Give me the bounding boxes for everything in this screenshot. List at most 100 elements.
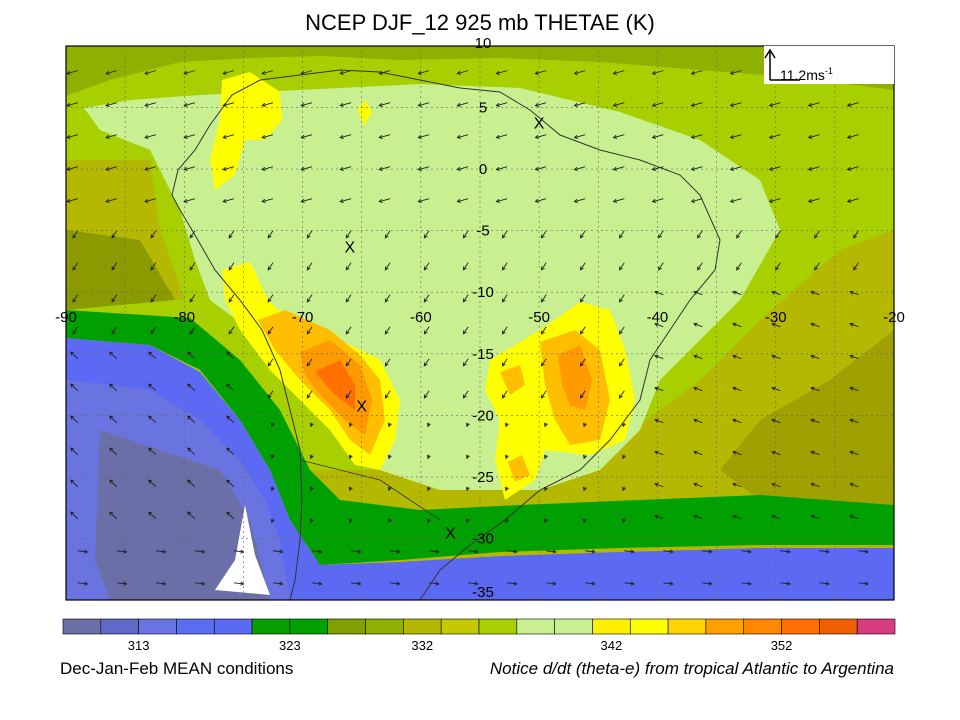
wind-vector-head — [501, 266, 506, 271]
latitude-label: -15 — [472, 346, 494, 363]
wind-vector-head — [495, 134, 500, 139]
wind-vector-head — [579, 234, 584, 239]
latitude-label: 0 — [479, 161, 487, 178]
wind-vector — [155, 550, 166, 553]
wind-vector — [148, 351, 157, 360]
wind-vector — [144, 102, 157, 107]
wind-vector — [384, 390, 391, 399]
wind-vector — [693, 387, 703, 392]
wind-vector-head — [669, 549, 674, 554]
wind-vector — [111, 326, 118, 335]
wind-vector — [262, 134, 274, 139]
wind-vector-head — [825, 549, 831, 554]
wind-vector-head — [622, 422, 626, 428]
wind-vector — [693, 483, 703, 488]
wind-vector — [535, 70, 547, 75]
wind-vector — [228, 326, 235, 335]
wind-vector — [507, 582, 517, 585]
wind-vector — [345, 390, 352, 399]
wind-vector-head — [187, 479, 192, 484]
wind-vector-head — [339, 198, 344, 203]
wind-vector — [272, 550, 283, 553]
wind-vector-head — [423, 362, 428, 367]
wind-vector — [771, 355, 781, 360]
wind-vector-head — [72, 330, 77, 335]
wind-vector — [72, 230, 79, 239]
wind-vector — [541, 358, 547, 367]
wind-vector — [847, 166, 859, 171]
wind-vector-head — [300, 166, 305, 171]
wind-vector — [457, 134, 469, 139]
wind-vector — [272, 582, 283, 585]
wind-vector — [462, 358, 469, 367]
wind-vector-head — [384, 266, 389, 271]
wind-vector — [187, 383, 196, 392]
wind-vector — [189, 230, 196, 239]
wind-vector — [70, 351, 79, 360]
colorbar-tick-label: 313 — [128, 638, 150, 653]
wind-vector — [66, 134, 78, 139]
wind-vector-head — [540, 266, 545, 271]
wind-vector-head — [183, 102, 188, 107]
wind-vector-head — [144, 134, 149, 139]
wind-vector-head — [69, 415, 75, 420]
wind-vector — [468, 582, 478, 585]
wind-vector-head — [66, 198, 71, 203]
longitude-label: -40 — [647, 309, 669, 326]
wind-vector-head — [69, 447, 75, 452]
wind-vector-head — [732, 322, 737, 327]
wind-vector — [429, 582, 439, 585]
wind-vector — [379, 102, 391, 107]
wind-vector — [150, 230, 157, 239]
wind-vector-head — [435, 549, 440, 554]
wind-vector — [732, 291, 742, 296]
wind-vector-head — [814, 234, 818, 239]
wind-vector-head — [426, 518, 431, 524]
wind-vector-head — [810, 290, 815, 295]
wind-vector-head — [261, 134, 266, 139]
wind-vector — [780, 550, 791, 553]
wind-vector — [267, 230, 274, 239]
latitude-label: -30 — [472, 530, 494, 547]
wind-vector — [691, 70, 703, 75]
wind-vector — [853, 230, 859, 239]
wind-vector — [379, 166, 391, 171]
wind-vector — [858, 582, 869, 585]
wind-vector — [457, 102, 469, 107]
wind-vector — [849, 515, 859, 520]
wind-vector-head — [732, 450, 737, 455]
wind-vector — [462, 262, 469, 271]
wind-vector — [507, 550, 517, 553]
wind-vector-head — [583, 422, 587, 428]
wind-vector-head — [105, 134, 110, 139]
wind-vector-head — [495, 198, 500, 203]
wind-vector — [111, 262, 118, 271]
wind-vector — [384, 230, 391, 239]
wind-vector-head — [378, 134, 383, 139]
wind-vector — [741, 582, 752, 585]
wind-vector-head — [417, 134, 422, 139]
wind-vector-head — [108, 351, 114, 356]
wind-vector — [184, 198, 196, 203]
wind-vector-head — [465, 422, 470, 428]
colorbar-swatch — [440, 618, 480, 635]
wind-vector-head — [465, 454, 470, 460]
wind-vector-head — [591, 549, 596, 554]
wind-vector — [340, 134, 352, 139]
wind-vector — [306, 230, 313, 239]
shading-green-band — [66, 310, 894, 565]
wind-vector — [652, 134, 664, 139]
wind-vector-head — [658, 234, 662, 239]
wind-vector-head — [187, 415, 192, 420]
wind-vector — [72, 326, 79, 335]
wind-vector — [847, 134, 859, 139]
coastline-west — [179, 209, 303, 600]
wind-vector-head — [810, 514, 815, 519]
wind-vector — [379, 70, 391, 75]
wind-vector-head — [189, 298, 194, 303]
longitude-label: -20 — [883, 309, 905, 326]
wind-vector — [462, 390, 469, 399]
wind-vector-head — [345, 362, 350, 367]
wind-vector-head — [108, 415, 114, 420]
